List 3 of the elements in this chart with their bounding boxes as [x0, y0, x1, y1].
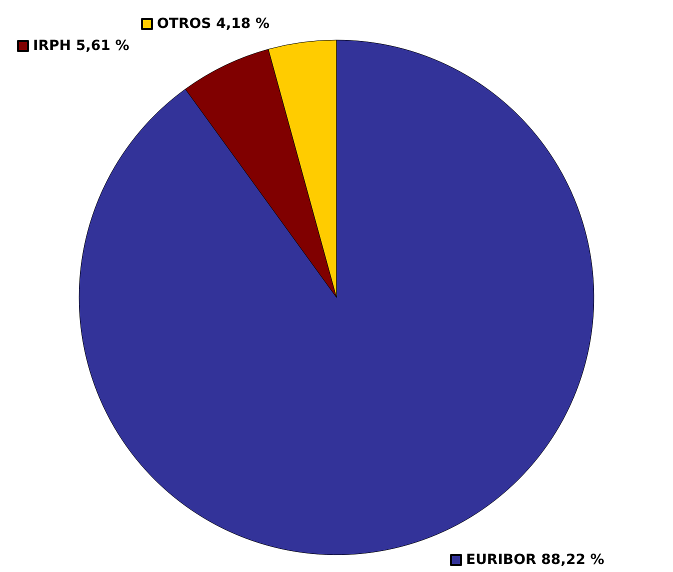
legend-label: OTROS 4,18 %: [157, 16, 270, 32]
legend-label: EURIBOR 88,22 %: [466, 552, 604, 568]
legend-label: IRPH 5,61 %: [33, 38, 130, 54]
